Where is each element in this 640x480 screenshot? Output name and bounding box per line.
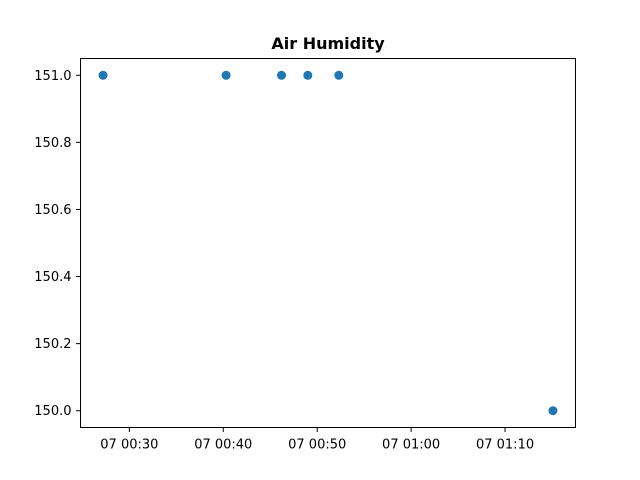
x-tick-label: 07 01:10 xyxy=(476,438,534,453)
plot-frame xyxy=(80,58,576,428)
y-tick-label: 150.4 xyxy=(34,270,71,285)
y-axis: 150.0 150.2 150.4 150.6 150.8 151.0 xyxy=(34,69,81,419)
chart-title: Air Humidity xyxy=(271,34,385,53)
x-tick-label: 07 01:00 xyxy=(382,438,440,453)
data-point xyxy=(277,70,287,80)
data-point xyxy=(98,70,108,80)
data-point xyxy=(303,70,313,80)
y-tick-label: 150.0 xyxy=(34,404,71,419)
x-tick-label: 07 00:50 xyxy=(288,438,346,453)
data-point xyxy=(548,406,558,416)
y-tick-label: 150.2 xyxy=(34,337,71,352)
data-points xyxy=(98,70,558,416)
data-point xyxy=(221,70,231,80)
x-tick-label: 07 00:40 xyxy=(194,438,252,453)
data-point xyxy=(334,70,344,80)
y-tick-label: 150.8 xyxy=(34,136,71,151)
y-tick-label: 151.0 xyxy=(34,69,71,84)
x-tick-label: 07 00:30 xyxy=(100,438,158,453)
y-tick-label: 150.6 xyxy=(34,203,71,218)
x-axis: 07 00:30 07 00:40 07 00:50 07 01:00 07 01:10 xyxy=(100,427,534,453)
